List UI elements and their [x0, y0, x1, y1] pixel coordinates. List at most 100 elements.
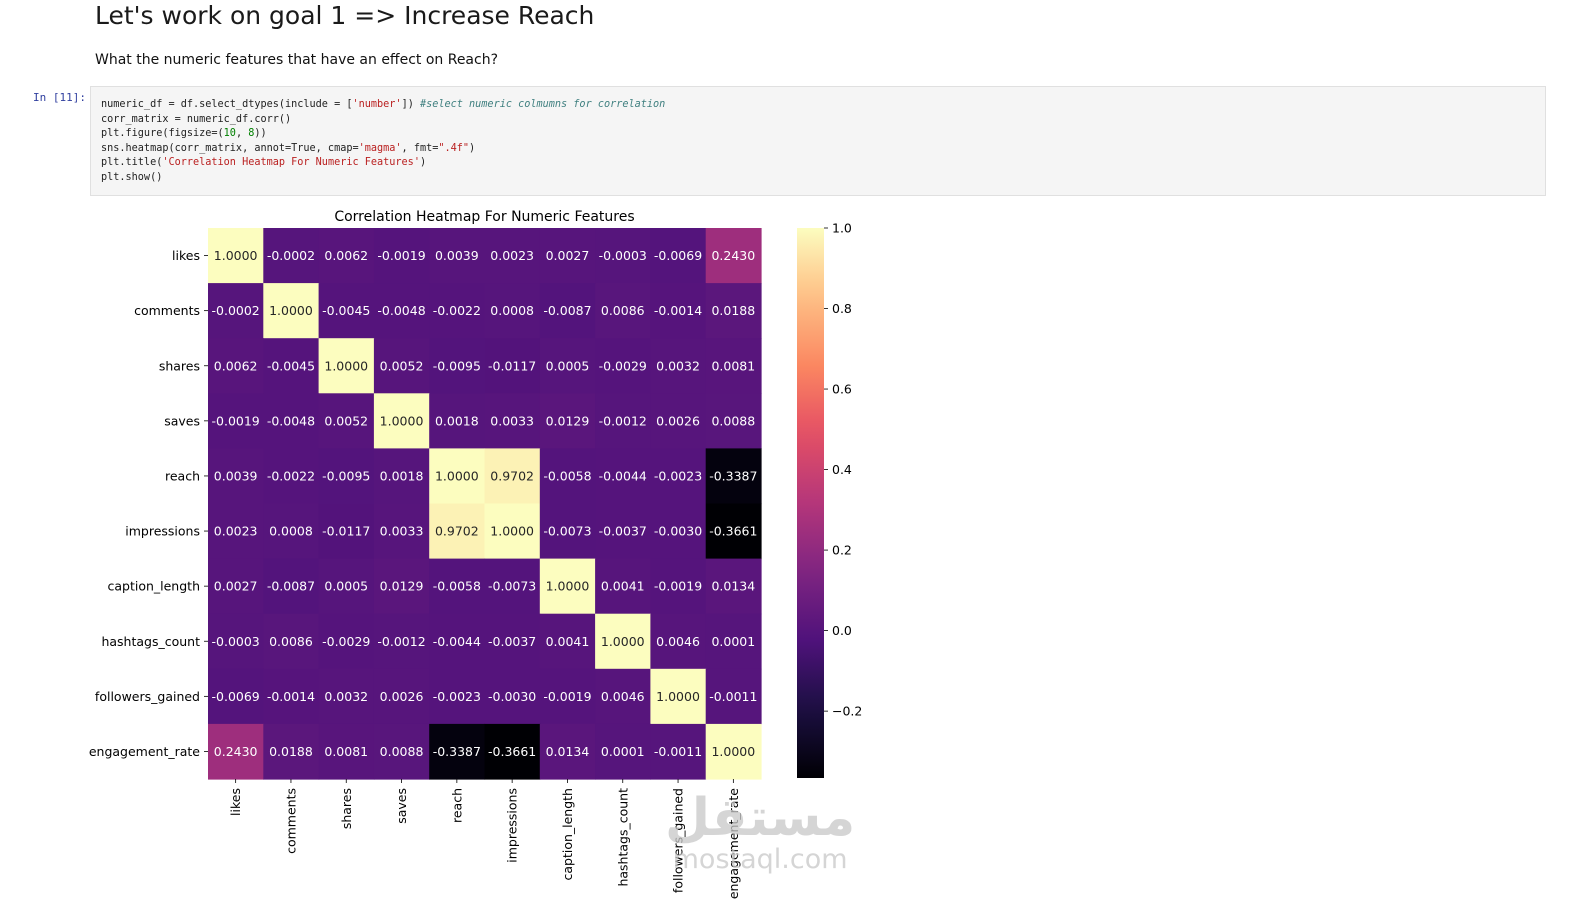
- heatmap-cell: [263, 558, 320, 615]
- heatmap-cell: [484, 283, 541, 339]
- cell-label: 0.0086: [269, 634, 313, 649]
- heatmap-cell: [595, 448, 651, 505]
- colorbar-tick-label: 0.2: [832, 543, 852, 558]
- heatmap-cell: [208, 723, 264, 780]
- cell-label: 1.0000: [324, 358, 368, 373]
- heatmap-cell: [650, 613, 707, 670]
- cell-label: -0.0087: [267, 579, 315, 594]
- cell-label: 1.0000: [546, 579, 590, 594]
- heatmap-cell: [539, 338, 596, 394]
- colorbar-tick-label: 0.8: [832, 301, 852, 316]
- cell-label: -0.0022: [433, 303, 481, 318]
- heatmap-cell: [650, 668, 707, 725]
- cell-label: 0.0033: [380, 524, 424, 539]
- cell-label: 0.0046: [601, 689, 645, 704]
- cell-label: 1.0000: [656, 689, 700, 704]
- heatmap-cell: [208, 668, 264, 725]
- heatmap-cell: [208, 558, 264, 615]
- question-text: What the numeric features that have an e…: [95, 52, 499, 68]
- cell-label: -0.0002: [267, 248, 315, 263]
- cell-label: 1.0000: [214, 248, 258, 263]
- cell-label: -0.3387: [709, 468, 757, 483]
- cell-label: -0.3661: [709, 524, 757, 539]
- section-heading: Let's work on goal 1 => Increase Reach: [95, 1, 595, 30]
- x-tick-label: caption_length: [560, 788, 575, 881]
- heatmap-cell: [595, 283, 651, 339]
- cell-label: -0.0019: [543, 689, 591, 704]
- heatmap-cell: [705, 558, 762, 615]
- cell-label: 0.0008: [490, 303, 534, 318]
- cell-label: 1.0000: [601, 634, 645, 649]
- cell-label: 0.0041: [546, 634, 590, 649]
- cell-label: 0.0041: [601, 579, 645, 594]
- heatmap-cell: [263, 228, 320, 284]
- cell-label: 0.9702: [490, 468, 534, 483]
- heatmap-cell: [263, 723, 320, 780]
- code-cell[interactable]: numeric_df = df.select_dtypes(include = …: [90, 86, 1546, 196]
- heatmap-cell: [429, 668, 486, 725]
- cell-label: 0.0134: [546, 744, 590, 759]
- y-tick-label: comments: [134, 303, 200, 318]
- heatmap-cell: [484, 668, 541, 725]
- heatmap-cell: [705, 283, 762, 339]
- heatmap-cell: [650, 558, 707, 615]
- cell-label: 1.0000: [380, 413, 424, 428]
- cell-label: 0.0008: [269, 524, 313, 539]
- cell-label: -0.0012: [377, 634, 425, 649]
- cell-label: 0.0188: [711, 303, 755, 318]
- y-tick-label: likes: [172, 248, 200, 263]
- cell-label: -0.0095: [433, 358, 481, 373]
- heatmap-cell: [318, 558, 375, 615]
- heatmap-cell: [595, 558, 651, 615]
- colorbar-tick-label: 0.4: [832, 462, 852, 477]
- cell-label: -0.3661: [488, 744, 536, 759]
- watermark: مستقل mostaql.com: [665, 790, 855, 874]
- heatmap-cell: [263, 503, 320, 560]
- heatmap-cell: [263, 393, 320, 449]
- code-text[interactable]: numeric_df = df.select_dtypes(include = …: [101, 99, 666, 183]
- y-tick-label: engagement_rate: [89, 744, 200, 759]
- heatmap-cell: [595, 723, 651, 780]
- cell-label: -0.0117: [488, 358, 536, 373]
- cell-label: -0.0019: [654, 579, 702, 594]
- cell-label: -0.0003: [599, 248, 647, 263]
- y-tick-label: reach: [165, 468, 200, 483]
- heatmap-cell: [539, 503, 596, 560]
- heatmap-cell: [705, 613, 762, 670]
- heatmap-cell: [429, 283, 486, 339]
- cell-label: 0.0081: [324, 744, 368, 759]
- heatmap-cell: [373, 448, 430, 505]
- heatmap-cell: [539, 613, 596, 670]
- cell-label: -0.0044: [599, 468, 647, 483]
- cell-label: -0.0003: [212, 634, 260, 649]
- heatmap-cell: [373, 723, 430, 780]
- heatmap-cell: [318, 228, 375, 284]
- cell-label: 0.0026: [380, 689, 424, 704]
- heatmap-cell: [484, 558, 541, 615]
- cell-label: -0.0030: [488, 689, 536, 704]
- cell-label: 0.0062: [324, 248, 368, 263]
- y-tick-label: followers_gained: [95, 689, 200, 704]
- heatmap-cell: [595, 613, 651, 670]
- cell-label: -0.0014: [654, 303, 702, 318]
- heatmap-cell: [373, 613, 430, 670]
- cell-label: 0.0129: [546, 413, 590, 428]
- heatmap-cell: [208, 338, 264, 394]
- cell-label: -0.0048: [267, 413, 315, 428]
- heatmap-cell: [539, 393, 596, 449]
- y-tick-label: impressions: [125, 524, 200, 539]
- heatmap-cell: [705, 723, 762, 780]
- heatmap-cell: [263, 283, 320, 339]
- cell-label: -0.0073: [543, 524, 591, 539]
- heatmap-cell: [373, 393, 430, 449]
- cell-label: -0.0045: [267, 358, 315, 373]
- cell-label: 0.0081: [711, 358, 755, 373]
- cell-label: 0.0018: [435, 413, 479, 428]
- heatmap-cell: [650, 503, 707, 560]
- y-tick-label: caption_length: [107, 579, 200, 594]
- cell-label: 0.0023: [214, 524, 258, 539]
- x-tick-label: saves: [394, 788, 409, 824]
- heatmap-cell: [705, 338, 762, 394]
- cell-label: 0.0062: [214, 358, 258, 373]
- heatmap-cell: [650, 448, 707, 505]
